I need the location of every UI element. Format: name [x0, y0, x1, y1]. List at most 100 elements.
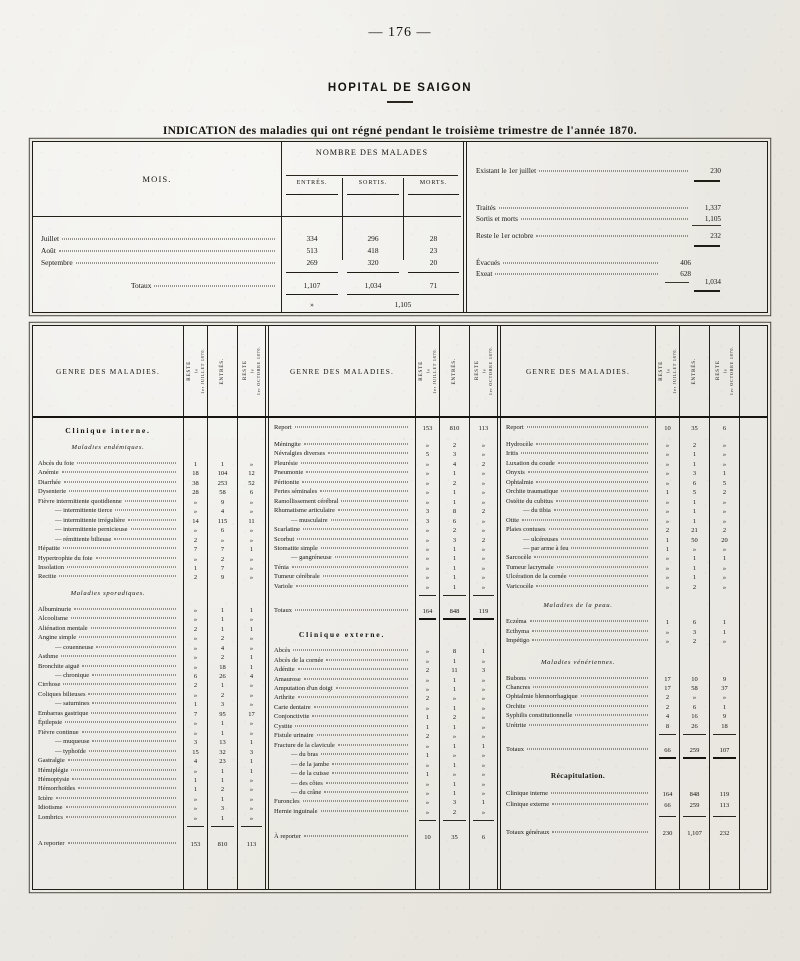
cell-reste-juillet: 66: [664, 801, 671, 809]
table-row: — rémittente bilieuse: [38, 536, 178, 545]
leader-dots: [341, 500, 408, 502]
divider: [694, 290, 720, 292]
cell-entres: 2: [692, 638, 697, 646]
cell-entres: 1: [692, 517, 697, 525]
row-label: Ostéite du cubitus: [506, 497, 553, 505]
cell-reste-juillet: »: [193, 654, 198, 662]
row-label: Impétigo: [506, 637, 530, 645]
cell-reste-juillet: 1: [425, 771, 430, 779]
cell-reste-octobre: 2: [481, 536, 486, 544]
cell-reste-octobre: »: [249, 701, 254, 709]
cell-final-entres: »: [310, 300, 314, 309]
table-row: Urétrite: [506, 722, 650, 731]
cell-reste-octobre: 1: [722, 628, 727, 636]
table-row: Hémorrhoïdes: [38, 785, 178, 794]
divider: [281, 142, 282, 312]
cell-reste-octobre: »: [722, 545, 727, 553]
table-row: Bubons: [506, 675, 650, 684]
leader-dots: [556, 566, 648, 568]
leader-dots: [527, 471, 648, 473]
cell-reste-octobre: 12: [248, 470, 255, 478]
leader-dots: [293, 649, 408, 651]
leader-dots: [328, 452, 408, 454]
leader-dots: [561, 538, 648, 539]
cell-reste-juillet: »: [193, 720, 198, 728]
cell-reste-octobre: 232: [719, 829, 730, 837]
page-title: HOPITAL DE SAIGON: [327, 82, 473, 94]
row-label: Clinique interne: [506, 790, 549, 798]
table-row: Ostéite du cubitus: [506, 498, 650, 507]
cell-reste-juillet: 230: [662, 829, 673, 837]
cell-reste-juillet: »: [193, 527, 198, 535]
cell-entres: 1: [452, 583, 457, 591]
cell-reste-juillet: »: [425, 761, 430, 769]
table-row: Impétigo: [506, 637, 650, 646]
divider: [659, 815, 676, 817]
cell-reste-juillet: »: [193, 508, 198, 516]
table-row: Coliques bilieuses: [38, 691, 178, 700]
cell-reste-juillet: 2: [425, 695, 430, 703]
leader-dots: [520, 218, 688, 220]
cell-reste-juillet: »: [425, 789, 430, 797]
cell-reste-octobre: »: [481, 479, 486, 487]
cell-entres: »: [452, 695, 457, 703]
leader-dots: [67, 759, 176, 761]
subsection-maladies-endemiques: Maladies endémiques.: [71, 444, 145, 451]
cell-reste-juillet: 153: [422, 425, 433, 432]
table-row: Clinique externe: [506, 801, 650, 810]
row-label: Asthme: [38, 653, 59, 661]
cell-entres: »: [692, 694, 697, 702]
divider: [237, 326, 238, 889]
table-row: Ictère: [38, 795, 178, 804]
leader-dots: [335, 687, 408, 689]
leader-dots: [63, 547, 176, 549]
leader-dots: [337, 744, 408, 746]
cell-reste-juillet: »: [425, 676, 430, 684]
cell-reste-juillet: 1: [193, 776, 198, 784]
cell-reste-juillet: »: [425, 648, 430, 656]
cell-reste-octobre: 1: [722, 555, 727, 563]
leader-dots: [532, 639, 648, 641]
row-label: Plaies contuses: [506, 526, 546, 534]
leader-dots: [65, 721, 176, 723]
table-row: — de la jambe: [274, 761, 410, 770]
cell-reste-octobre: »: [249, 691, 254, 699]
table-row: — musculaire: [274, 517, 410, 526]
row-label: — musculaire: [291, 516, 328, 524]
leader-dots: [297, 538, 408, 539]
divider: [419, 820, 436, 822]
cell-entres: 104: [217, 470, 228, 478]
cell-reste-octobre: »: [249, 635, 254, 643]
divider: [709, 326, 710, 889]
row-label: Variole: [274, 582, 293, 590]
summary-value: 406: [680, 259, 691, 267]
table-row: Furoncles: [274, 798, 410, 807]
table-row: — saturnines: [38, 700, 178, 709]
cell-entres: 8: [452, 648, 457, 656]
cell-reste-octobre: 1: [249, 654, 254, 662]
cell-reste-juillet: »: [425, 479, 430, 487]
cell-reste-juillet: 4: [193, 758, 198, 766]
row-label: — de la cuisse: [291, 770, 330, 778]
cell-reste-juillet: 17: [664, 685, 671, 692]
cell-reste-octobre: »: [249, 720, 254, 728]
cell-reste-octobre: 1: [722, 470, 727, 478]
table-row: Pleurésie: [274, 460, 410, 469]
table-row: — par arme à feu: [506, 545, 650, 554]
table-row: Pneumonie: [274, 469, 410, 478]
leader-dots: [320, 547, 408, 549]
cell-entres: 2: [220, 635, 225, 643]
cell-entres: 1: [220, 606, 225, 614]
table-row: Péritonite: [274, 479, 410, 488]
cell-reste-octobre: 1: [249, 663, 254, 671]
table-row: — typhoïde: [38, 748, 178, 757]
cell-reste-juillet: 17: [664, 675, 671, 683]
row-label: Hydrocèle: [506, 441, 534, 448]
table-row: Fistule urinaire: [274, 732, 410, 741]
cell-reste-octobre: »: [481, 517, 486, 525]
leader-dots: [297, 696, 408, 698]
cell-reste-octobre: 1: [722, 619, 727, 627]
leader-dots: [529, 724, 648, 726]
divider: [497, 326, 502, 889]
leader-dots: [536, 235, 688, 237]
